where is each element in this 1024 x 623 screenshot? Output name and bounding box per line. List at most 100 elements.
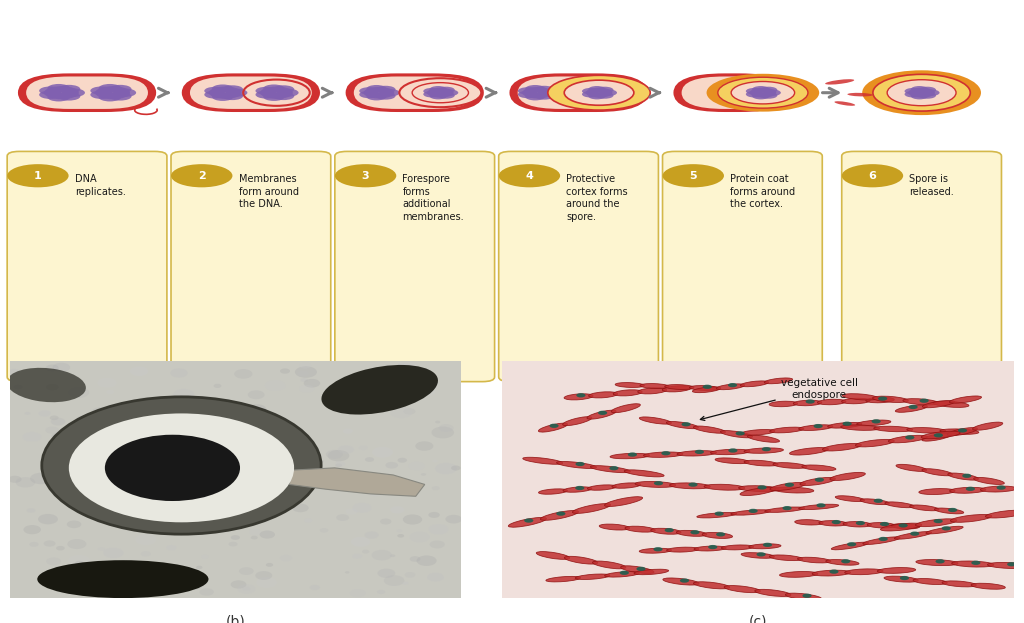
Ellipse shape: [909, 505, 939, 511]
Circle shape: [589, 86, 605, 93]
Circle shape: [98, 93, 121, 102]
Circle shape: [248, 434, 262, 442]
Circle shape: [556, 511, 565, 516]
Circle shape: [784, 483, 794, 487]
Circle shape: [196, 566, 203, 569]
Circle shape: [50, 416, 58, 421]
Circle shape: [423, 91, 440, 97]
Circle shape: [871, 419, 881, 424]
Circle shape: [91, 407, 112, 417]
Text: 1: 1: [34, 171, 42, 181]
Circle shape: [948, 508, 957, 512]
Circle shape: [273, 85, 294, 93]
Circle shape: [46, 558, 61, 565]
Circle shape: [499, 164, 560, 188]
Circle shape: [98, 547, 105, 551]
Circle shape: [15, 477, 35, 487]
Circle shape: [663, 164, 724, 188]
Circle shape: [430, 540, 444, 548]
Ellipse shape: [588, 485, 616, 490]
Ellipse shape: [639, 417, 672, 424]
Circle shape: [233, 407, 248, 415]
Ellipse shape: [915, 519, 956, 526]
Circle shape: [598, 411, 607, 415]
Circle shape: [292, 503, 308, 512]
Circle shape: [934, 433, 943, 437]
Ellipse shape: [933, 401, 969, 407]
Circle shape: [241, 462, 246, 464]
Circle shape: [745, 91, 763, 97]
Ellipse shape: [822, 444, 861, 451]
Ellipse shape: [539, 489, 567, 494]
Circle shape: [209, 87, 242, 99]
Circle shape: [196, 510, 204, 514]
Ellipse shape: [770, 482, 806, 490]
Ellipse shape: [903, 399, 939, 405]
Circle shape: [7, 164, 69, 188]
Circle shape: [709, 545, 718, 549]
Ellipse shape: [971, 583, 1006, 589]
Ellipse shape: [755, 589, 791, 596]
Ellipse shape: [773, 463, 807, 468]
Circle shape: [437, 92, 455, 98]
FancyBboxPatch shape: [682, 77, 782, 109]
Ellipse shape: [625, 526, 655, 532]
Circle shape: [120, 584, 134, 592]
Ellipse shape: [948, 473, 979, 480]
Circle shape: [350, 589, 366, 597]
Circle shape: [96, 518, 105, 523]
Circle shape: [847, 542, 856, 546]
Circle shape: [230, 409, 243, 416]
Circle shape: [416, 441, 433, 451]
Circle shape: [103, 548, 124, 558]
Circle shape: [280, 555, 292, 561]
FancyBboxPatch shape: [509, 74, 647, 112]
Circle shape: [166, 523, 176, 528]
Circle shape: [222, 85, 243, 93]
Circle shape: [451, 465, 461, 470]
Circle shape: [144, 414, 165, 424]
Ellipse shape: [922, 431, 961, 439]
Circle shape: [427, 573, 444, 582]
Circle shape: [359, 87, 379, 95]
Circle shape: [209, 525, 218, 530]
Ellipse shape: [740, 488, 775, 495]
Ellipse shape: [667, 422, 698, 429]
Circle shape: [280, 368, 290, 374]
Ellipse shape: [696, 513, 737, 518]
Circle shape: [403, 408, 416, 414]
FancyBboxPatch shape: [18, 74, 157, 112]
Ellipse shape: [721, 430, 753, 438]
Text: (a): (a): [502, 386, 522, 400]
Ellipse shape: [748, 435, 779, 442]
Circle shape: [314, 483, 327, 489]
Circle shape: [609, 466, 618, 470]
Circle shape: [241, 430, 250, 435]
Circle shape: [13, 384, 23, 389]
Circle shape: [228, 541, 238, 546]
Circle shape: [278, 88, 299, 97]
Circle shape: [44, 540, 55, 546]
Circle shape: [966, 487, 975, 491]
Circle shape: [856, 521, 865, 525]
Circle shape: [168, 441, 190, 452]
Circle shape: [758, 485, 767, 490]
FancyBboxPatch shape: [346, 74, 484, 112]
Ellipse shape: [857, 420, 891, 426]
Circle shape: [117, 488, 128, 495]
Circle shape: [934, 519, 943, 523]
Text: Spore is
released.: Spore is released.: [909, 174, 954, 197]
Circle shape: [421, 473, 426, 476]
FancyBboxPatch shape: [171, 151, 331, 382]
Ellipse shape: [663, 386, 691, 392]
Circle shape: [139, 470, 147, 475]
Ellipse shape: [926, 526, 964, 534]
Ellipse shape: [539, 423, 567, 432]
Circle shape: [862, 70, 981, 115]
Circle shape: [248, 391, 264, 399]
Circle shape: [782, 506, 792, 510]
Circle shape: [880, 522, 889, 526]
Ellipse shape: [829, 472, 865, 480]
Circle shape: [351, 537, 371, 547]
Text: (b): (b): [225, 615, 246, 623]
